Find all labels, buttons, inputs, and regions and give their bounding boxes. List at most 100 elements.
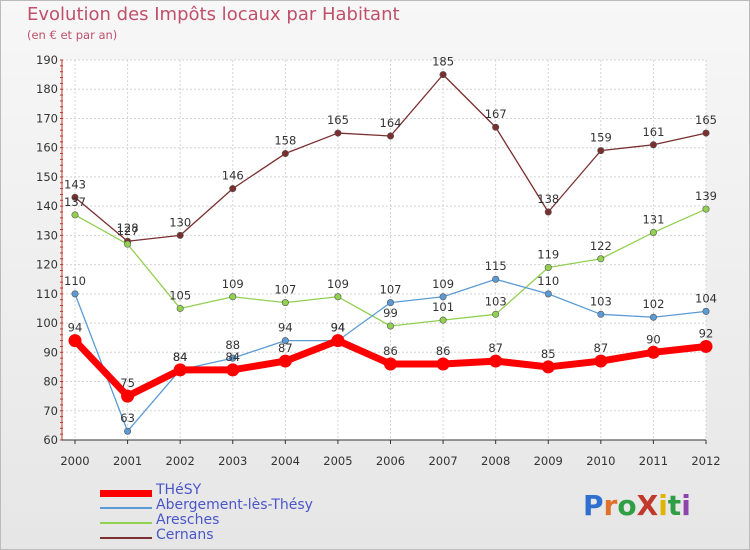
data-label: 105 bbox=[169, 288, 191, 302]
logo-letter: P bbox=[583, 489, 604, 522]
data-point bbox=[439, 316, 447, 324]
data-point bbox=[702, 129, 710, 137]
y-tick-label: 90 bbox=[43, 345, 58, 359]
data-point bbox=[702, 205, 710, 213]
data-label: 127 bbox=[117, 224, 139, 238]
x-tick-label: 2012 bbox=[691, 454, 720, 468]
data-label: 185 bbox=[432, 55, 454, 69]
logo-letter: o bbox=[617, 489, 637, 522]
data-point bbox=[229, 293, 237, 301]
data-label: 107 bbox=[380, 283, 402, 297]
data-point bbox=[278, 354, 292, 368]
data-label: 103 bbox=[590, 294, 612, 308]
data-label: 143 bbox=[64, 177, 86, 191]
legend-swatch bbox=[100, 507, 152, 509]
data-label: 119 bbox=[537, 248, 559, 262]
data-label: 92 bbox=[699, 326, 714, 340]
x-tick-label: 2011 bbox=[639, 454, 668, 468]
data-point bbox=[597, 147, 605, 155]
data-point bbox=[439, 293, 447, 301]
data-label: 164 bbox=[380, 116, 402, 130]
y-tick-label: 80 bbox=[43, 375, 58, 389]
legend-swatch bbox=[100, 489, 152, 497]
x-tick-label: 2003 bbox=[218, 454, 247, 468]
y-tick-label: 70 bbox=[43, 404, 58, 418]
data-label: 146 bbox=[222, 169, 244, 183]
data-point bbox=[439, 71, 447, 79]
data-point bbox=[281, 299, 289, 307]
data-point bbox=[281, 150, 289, 158]
logo-letter: i bbox=[658, 489, 668, 522]
data-label: 110 bbox=[537, 274, 559, 288]
data-point bbox=[229, 185, 237, 193]
data-label: 130 bbox=[169, 215, 191, 229]
logo-letter: r bbox=[603, 489, 618, 522]
data-point bbox=[386, 299, 394, 307]
data-point bbox=[649, 141, 657, 149]
legend-label: Abergement-lès-Thésy bbox=[156, 497, 313, 513]
x-tick-label: 2010 bbox=[586, 454, 615, 468]
data-label: 139 bbox=[695, 189, 717, 203]
data-label: 165 bbox=[695, 113, 717, 127]
data-point bbox=[436, 357, 450, 371]
data-label: 122 bbox=[590, 239, 612, 253]
data-label: 90 bbox=[646, 332, 661, 346]
data-label: 87 bbox=[594, 341, 609, 355]
data-label: 75 bbox=[120, 376, 135, 390]
y-tick-label: 120 bbox=[36, 258, 58, 272]
data-label: 161 bbox=[642, 125, 664, 139]
data-label: 87 bbox=[488, 341, 503, 355]
data-label: 88 bbox=[225, 338, 240, 352]
data-point bbox=[384, 357, 397, 371]
x-tick-label: 2008 bbox=[481, 454, 510, 468]
data-point bbox=[334, 293, 342, 301]
data-point bbox=[226, 363, 240, 377]
data-point bbox=[492, 275, 500, 283]
x-tick-label: 2006 bbox=[376, 454, 405, 468]
data-point bbox=[386, 132, 394, 140]
data-label: 159 bbox=[590, 131, 612, 145]
data-point bbox=[124, 240, 132, 248]
data-point bbox=[71, 290, 79, 298]
y-tick-label: 190 bbox=[36, 53, 58, 67]
data-label: 107 bbox=[274, 283, 296, 297]
data-label: 109 bbox=[327, 277, 349, 291]
data-label: 94 bbox=[331, 321, 346, 335]
legend-label: Cernans bbox=[156, 527, 214, 543]
data-label: 63 bbox=[120, 411, 135, 425]
data-label: 165 bbox=[327, 113, 349, 127]
data-point bbox=[699, 339, 713, 353]
y-tick-label: 150 bbox=[36, 170, 58, 184]
data-label: 87 bbox=[278, 341, 293, 355]
axis-layer: 60 70 80 90 100 110 120 130 140 150 160 170 180 190 20… bbox=[36, 53, 721, 468]
data-point bbox=[331, 334, 345, 348]
data-point bbox=[544, 208, 552, 216]
legend-label: Aresches bbox=[156, 512, 220, 528]
data-point bbox=[702, 307, 710, 315]
series-layer bbox=[68, 71, 713, 435]
x-tick-label: 2002 bbox=[166, 454, 195, 468]
data-label: 167 bbox=[485, 107, 507, 121]
data-point bbox=[649, 313, 657, 321]
data-point bbox=[173, 363, 187, 377]
y-tick-label: 130 bbox=[36, 228, 58, 242]
data-point bbox=[281, 337, 289, 345]
data-point bbox=[176, 304, 184, 312]
y-tick-label: 60 bbox=[43, 433, 58, 447]
y-tick-label: 140 bbox=[36, 199, 58, 213]
data-label: 137 bbox=[64, 195, 86, 209]
data-label: 101 bbox=[432, 300, 454, 314]
data-point bbox=[124, 427, 132, 435]
data-label: 84 bbox=[173, 350, 188, 364]
data-point bbox=[597, 310, 605, 318]
chart-subtitle: (en € et par an) bbox=[27, 28, 118, 42]
y-tick-label: 160 bbox=[36, 141, 58, 155]
x-tick-label: 2001 bbox=[113, 454, 142, 468]
data-label: 138 bbox=[537, 192, 559, 206]
y-tick-label: 180 bbox=[36, 82, 58, 96]
logo-letter: t bbox=[667, 489, 682, 522]
legend-swatch bbox=[100, 522, 152, 524]
data-point bbox=[544, 290, 552, 298]
data-point bbox=[229, 354, 237, 362]
